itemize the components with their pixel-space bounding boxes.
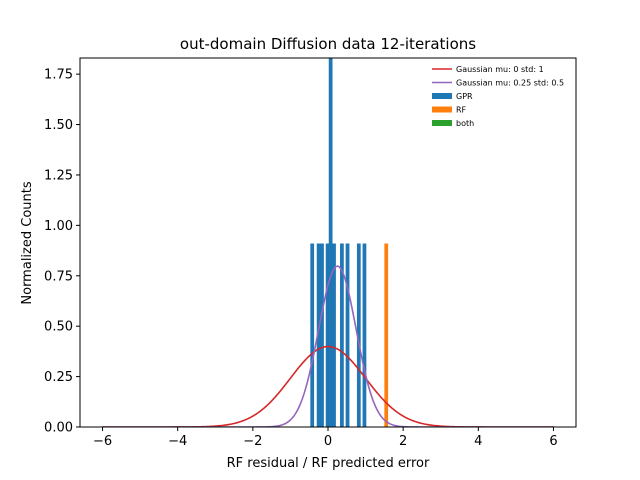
legend-label-both: both [456, 119, 474, 128]
y-tick-label-5: 1.25 [44, 168, 73, 183]
y-tick-label-0: 0.00 [44, 421, 73, 436]
plot-clip-group [102, 58, 554, 427]
bar-gpr-8 [356, 243, 361, 427]
x-tick-label-3: 0 [324, 434, 332, 449]
x-tick-label-6: 6 [549, 434, 557, 449]
plot-area [102, 58, 554, 427]
legend-label-gpr: GPR [456, 92, 473, 101]
axes: −6 −4 −2 0 2 4 6 0.00 0.25 0.50 0.75 1.00 1.25 1.50 1.… [44, 57, 577, 449]
y-tick-label-2: 0.50 [44, 320, 73, 335]
bar-gpr-9 [362, 243, 367, 427]
bar-rf-0 [384, 243, 389, 427]
legend-patch-gpr [432, 93, 452, 99]
y-tick-label-4: 1.00 [44, 219, 73, 234]
y-tick-label-1: 0.25 [44, 370, 73, 385]
gaussian-curve-1 [102, 265, 554, 427]
y-tick-label-7: 1.75 [44, 68, 73, 83]
x-tick-label-0: −6 [93, 434, 112, 449]
bar-gpr-7 [345, 243, 350, 427]
x-tick-label-4: 2 [399, 434, 407, 449]
bar-gpr-4 [328, 58, 333, 427]
y-axis-label: Normalized Counts [20, 181, 35, 304]
legend-label-gaussian-mu-0-25-std-0-5: Gaussian mu: 0.25 std: 0.5 [456, 79, 564, 88]
bar-gpr-3 [325, 243, 330, 427]
legend-label-gaussian-mu-0-std-1: Gaussian mu: 0 std: 1 [456, 65, 544, 74]
bar-gpr-1 [316, 243, 321, 427]
x-tick-label-5: 4 [474, 434, 482, 449]
legend: Gaussian mu: 0 std: 1 Gaussian mu: 0.25 s… [432, 65, 564, 128]
bar-gpr-2 [320, 243, 324, 427]
legend-patch-both [432, 120, 452, 126]
x-tick-label-1: −4 [168, 434, 187, 449]
bar-gpr-6 [340, 243, 344, 427]
legend-label-rf: RF [456, 106, 467, 115]
y-tick-label-6: 1.50 [44, 118, 73, 133]
chart-title: out-domain Diffusion data 12-iterations [180, 35, 476, 53]
legend-patch-rf [432, 106, 452, 113]
bar-gpr-5 [332, 243, 336, 427]
x-axis-label: RF residual / RF predicted error [227, 456, 430, 471]
x-tick-label-2: −2 [243, 434, 262, 449]
bar-gpr-0 [310, 243, 315, 427]
y-tick-label-3: 0.75 [44, 269, 73, 284]
